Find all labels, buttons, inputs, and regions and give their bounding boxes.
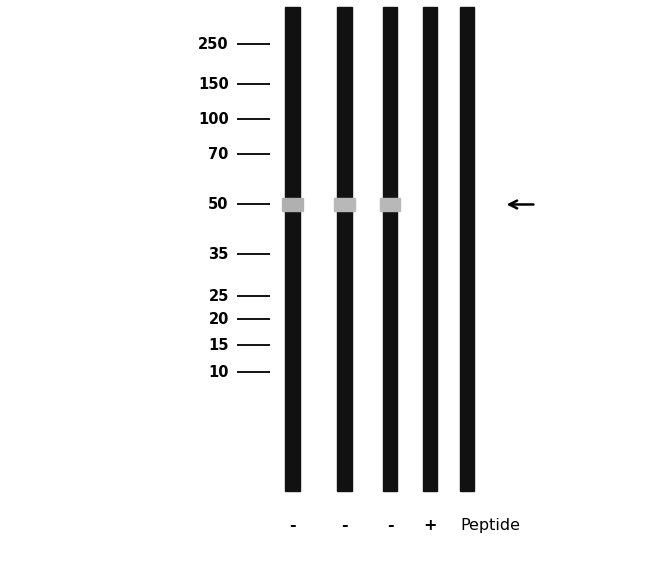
- Bar: [380, 198, 400, 211]
- Bar: [383, 7, 397, 491]
- Text: 250: 250: [198, 37, 229, 52]
- Text: 100: 100: [198, 112, 229, 127]
- Text: 50: 50: [208, 197, 229, 212]
- Text: 25: 25: [209, 289, 229, 304]
- Text: +: +: [424, 518, 437, 533]
- Bar: [337, 7, 352, 491]
- Text: 70: 70: [209, 147, 229, 162]
- Bar: [282, 198, 303, 211]
- Text: 20: 20: [209, 312, 229, 327]
- Text: 10: 10: [208, 365, 229, 379]
- Bar: [285, 7, 300, 491]
- Text: Peptide: Peptide: [461, 518, 521, 533]
- Bar: [460, 7, 474, 491]
- Text: -: -: [341, 518, 348, 533]
- Bar: [334, 198, 355, 211]
- Text: -: -: [387, 518, 393, 533]
- Text: 35: 35: [209, 247, 229, 262]
- Text: -: -: [289, 518, 296, 533]
- Text: 150: 150: [198, 77, 229, 91]
- Text: 15: 15: [208, 338, 229, 353]
- Bar: [423, 7, 437, 491]
